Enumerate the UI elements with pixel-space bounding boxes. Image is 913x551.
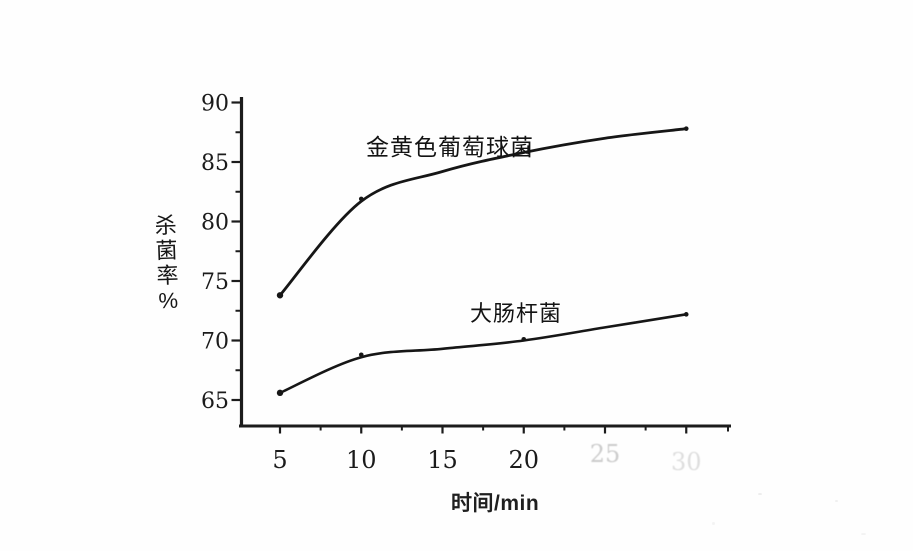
x-tick-label: 10: [346, 446, 377, 474]
y-tick-label: 70: [201, 330, 229, 355]
data-marker-dot: [521, 337, 527, 342]
series-label-e-coli: 大肠杆菌: [470, 301, 563, 326]
y-tick-label: 80: [201, 211, 229, 236]
x-tick-label: 20: [508, 446, 539, 474]
data-marker-dot: [276, 292, 284, 299]
series-curve-1: [278, 313, 688, 395]
y-axis-title: 杀 菌 率 %: [154, 212, 179, 314]
series-label-staphylococcus-aureus: 金黄色葡萄球菌: [366, 134, 534, 160]
x-tick-label: 5: [272, 446, 287, 474]
x-tick-label: 15: [427, 446, 458, 474]
y-tick-label: 85: [201, 151, 229, 176]
scan-artifact: [861, 533, 866, 535]
x-axis-title: 时间/min: [451, 492, 540, 515]
y-tick-label: 90: [201, 92, 229, 117]
x-tick-label-faded: 25: [590, 440, 621, 468]
y-tick-label: 65: [201, 389, 229, 414]
series-curve-0: [278, 127, 688, 297]
data-marker-dot: [358, 352, 364, 358]
x-tick-label-faded: 30: [671, 448, 702, 476]
scan-artifact: [758, 493, 762, 495]
data-marker-dot: [276, 389, 284, 397]
scan-artifact: [835, 500, 838, 502]
y-tick-label: 75: [201, 270, 229, 295]
data-marker-dot: [683, 126, 689, 131]
scan-artifact: [712, 522, 715, 525]
data-marker-dot: [683, 312, 689, 317]
data-marker-dot: [358, 196, 364, 202]
